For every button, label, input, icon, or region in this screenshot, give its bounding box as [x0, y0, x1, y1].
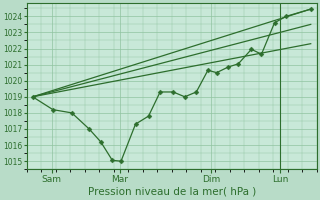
X-axis label: Pression niveau de la mer( hPa ): Pression niveau de la mer( hPa ) [88, 187, 256, 197]
